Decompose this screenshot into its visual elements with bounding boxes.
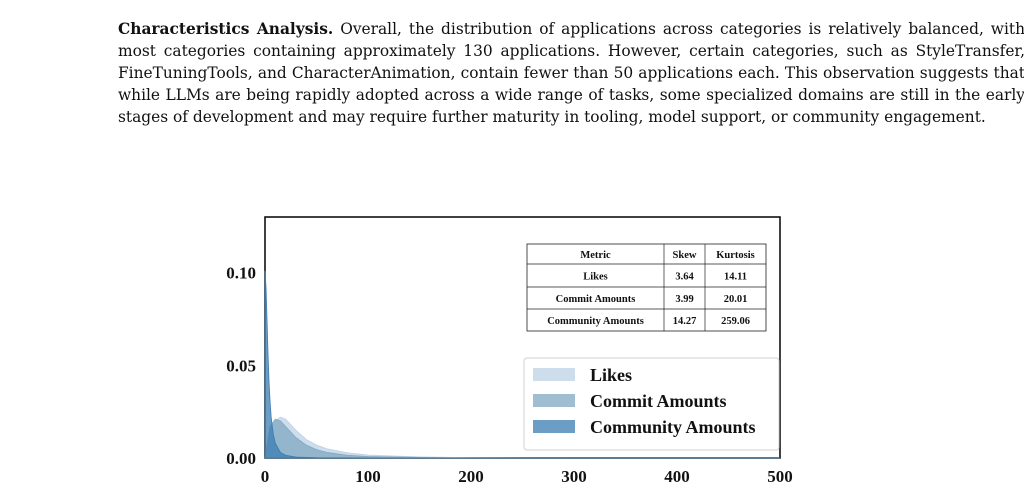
legend-swatch-community-amounts: [533, 420, 575, 433]
density-areas: [264, 270, 780, 459]
legend-box: [523, 357, 780, 451]
x-axis-ticks: 0 100 200 300 400 500: [261, 467, 793, 486]
y-axis-ticks: 0.00 0.05 0.10: [226, 264, 256, 468]
legend-swatch-likes: [533, 368, 575, 381]
stats-table-cell: 259.06: [721, 316, 750, 327]
x-tick-label: 200: [458, 467, 484, 486]
legend: Likes Commit Amounts Community Amounts: [523, 357, 780, 451]
y-tick-label: 0.00: [226, 449, 256, 468]
x-tick-label: 500: [767, 467, 793, 486]
stats-table-header: Metric: [580, 250, 611, 261]
stats-table-header: Kurtosis: [716, 250, 755, 261]
y-tick-label: 0.10: [226, 264, 256, 283]
stats-table-cell: Commit Amounts: [556, 294, 636, 305]
stats-table-cell: Likes: [583, 271, 608, 282]
stats-table-frame: [526, 243, 767, 332]
area-community-amounts: [264, 270, 780, 459]
x-tick-label: 0: [261, 467, 270, 486]
paragraph-lead: Characteristics Analysis.: [118, 20, 334, 38]
y-tick-label: 0.05: [226, 356, 256, 375]
stats-table-cell: 3.99: [675, 294, 693, 305]
legend-label-likes: Likes: [590, 365, 632, 385]
stats-table-cell: 14.11: [724, 271, 747, 282]
stats-table-cell: 20.01: [724, 294, 748, 305]
legend-label-commit-amounts: Commit Amounts: [590, 391, 727, 411]
stats-table: Metric Skew Kurtosis Likes 3.64 14.11 Commit A…: [526, 243, 767, 332]
stats-table-header: Skew: [673, 250, 697, 261]
paragraph-body: Overall, the distribution of application…: [118, 20, 1024, 126]
characteristics-paragraph: Characteristics Analysis. Overall, the d…: [118, 18, 1024, 128]
legend-swatch-commit-amounts: [533, 394, 575, 407]
x-tick-label: 400: [664, 467, 690, 486]
stats-table-cell: 14.27: [673, 316, 697, 327]
x-tick-label: 300: [561, 467, 587, 486]
legend-label-community-amounts: Community Amounts: [590, 417, 756, 437]
stats-table-cell: Community Amounts: [547, 316, 644, 327]
x-tick-label: 100: [355, 467, 381, 486]
stats-table-cell: 3.64: [675, 271, 694, 282]
